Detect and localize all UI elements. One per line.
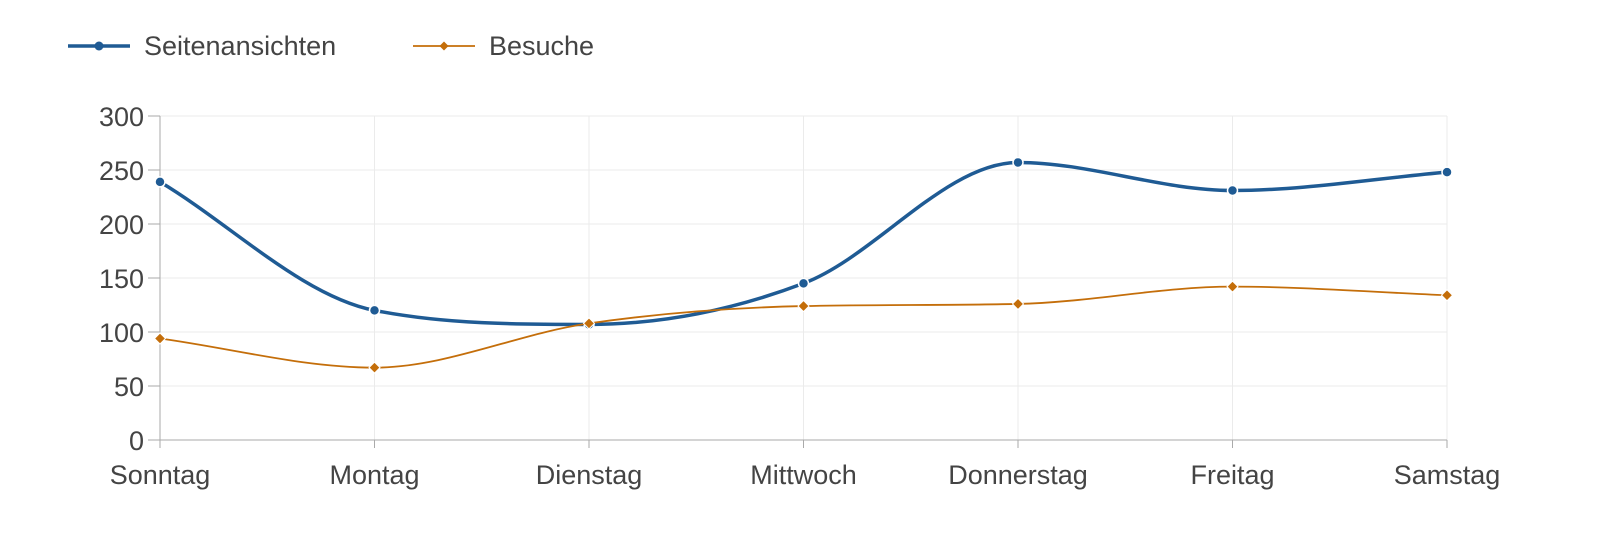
legend: Seitenansichten Besuche: [68, 31, 594, 61]
x-tick-label: Mittwoch: [750, 460, 857, 490]
data-point-diamond[interactable]: [797, 299, 810, 313]
series-layer: [153, 156, 1454, 374]
data-point-diamond[interactable]: [368, 361, 381, 374]
y-tick-label: 50: [114, 372, 144, 402]
legend-item[interactable]: Seitenansichten: [68, 31, 336, 61]
data-point-diamond[interactable]: [582, 317, 596, 330]
x-tick-label: Freitag: [1190, 460, 1274, 490]
y-tick-label: 300: [99, 102, 144, 132]
data-point-diamond[interactable]: [1011, 297, 1025, 311]
data-point-circle[interactable]: [154, 176, 166, 188]
y-tick-label: 150: [99, 264, 144, 294]
x-tick-label: Samstag: [1394, 460, 1501, 490]
series-besuche: [153, 280, 1454, 374]
x-tick-label: Dienstag: [536, 460, 643, 490]
legend-label: Seitenansichten: [144, 31, 336, 61]
y-tick-label: 250: [99, 156, 144, 186]
data-point-circle[interactable]: [1441, 166, 1453, 178]
y-tick-label: 100: [99, 318, 144, 348]
data-point-diamond[interactable]: [1226, 280, 1239, 293]
y-tick-label: 200: [99, 210, 144, 240]
x-tick-label: Sonntag: [110, 460, 211, 490]
legend-marker-diamond: [439, 41, 449, 51]
legend-label: Besuche: [489, 31, 594, 61]
data-point-circle[interactable]: [368, 304, 381, 317]
axes: 0 50 100 150 200 250 300 Sonntag Montag Dienstag M…: [99, 102, 1500, 490]
data-point-circle[interactable]: [1012, 156, 1024, 169]
legend-marker-circle: [94, 41, 104, 51]
x-tick-label: Montag: [329, 460, 419, 490]
x-tick-label: Donnerstag: [948, 460, 1088, 490]
legend-item[interactable]: Besuche: [413, 31, 594, 61]
data-point-diamond[interactable]: [1440, 289, 1454, 302]
data-point-circle[interactable]: [1226, 184, 1239, 197]
y-tick-label: 0: [129, 426, 144, 456]
data-point-diamond[interactable]: [153, 332, 167, 345]
data-point-circle[interactable]: [797, 277, 810, 290]
